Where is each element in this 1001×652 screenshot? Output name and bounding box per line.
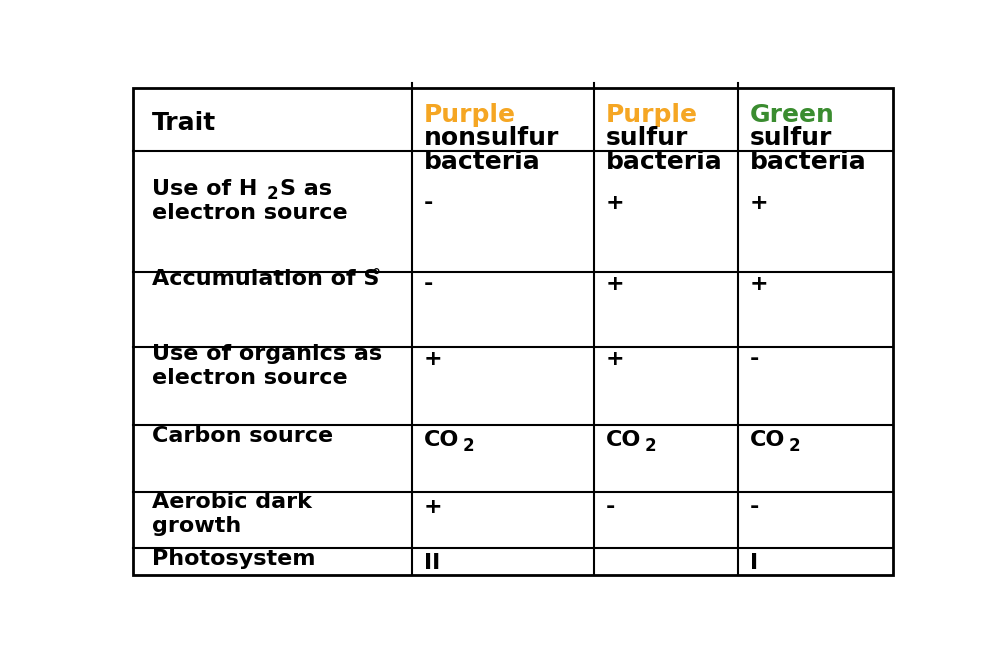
Text: +: + (750, 193, 768, 213)
Text: Use of organics as: Use of organics as (152, 344, 382, 364)
Text: CO: CO (750, 430, 785, 450)
Text: 2: 2 (267, 185, 278, 203)
Text: -: - (750, 497, 759, 518)
Text: S as: S as (279, 179, 331, 199)
Text: 2: 2 (462, 437, 474, 454)
Text: bacteria: bacteria (607, 149, 723, 173)
Text: +: + (607, 349, 625, 369)
Text: nonsulfur: nonsulfur (423, 126, 560, 150)
Text: -: - (423, 193, 433, 213)
Text: sulfur: sulfur (750, 126, 832, 150)
Text: Green: Green (750, 103, 835, 127)
Text: +: + (607, 193, 625, 213)
Text: CO: CO (607, 430, 642, 450)
Text: °: ° (371, 269, 381, 287)
Text: +: + (423, 349, 442, 369)
Text: +: + (750, 274, 768, 294)
Text: +: + (423, 497, 442, 518)
Text: -: - (423, 274, 433, 294)
Text: bacteria: bacteria (423, 149, 541, 173)
Text: -: - (607, 497, 616, 518)
Text: Purple: Purple (423, 103, 516, 127)
Text: Trait: Trait (152, 111, 216, 135)
FancyBboxPatch shape (133, 88, 893, 575)
Text: 2: 2 (789, 437, 800, 454)
Text: Photosystem: Photosystem (152, 548, 315, 569)
Text: -: - (750, 349, 759, 369)
Text: Aerobic dark: Aerobic dark (152, 492, 312, 512)
Text: Accumulation of S: Accumulation of S (152, 269, 379, 289)
Text: Use of H: Use of H (152, 179, 257, 199)
Text: bacteria: bacteria (750, 149, 867, 173)
Text: Purple: Purple (607, 103, 698, 127)
Text: II: II (423, 553, 440, 572)
Text: sulfur: sulfur (607, 126, 689, 150)
Text: CO: CO (423, 430, 459, 450)
Text: I: I (750, 553, 758, 572)
Text: 2: 2 (645, 437, 657, 454)
Text: +: + (607, 274, 625, 294)
Text: electron source: electron source (152, 203, 348, 223)
Text: growth: growth (152, 516, 241, 536)
Text: electron source: electron source (152, 368, 348, 389)
Text: Carbon source: Carbon source (152, 426, 333, 446)
